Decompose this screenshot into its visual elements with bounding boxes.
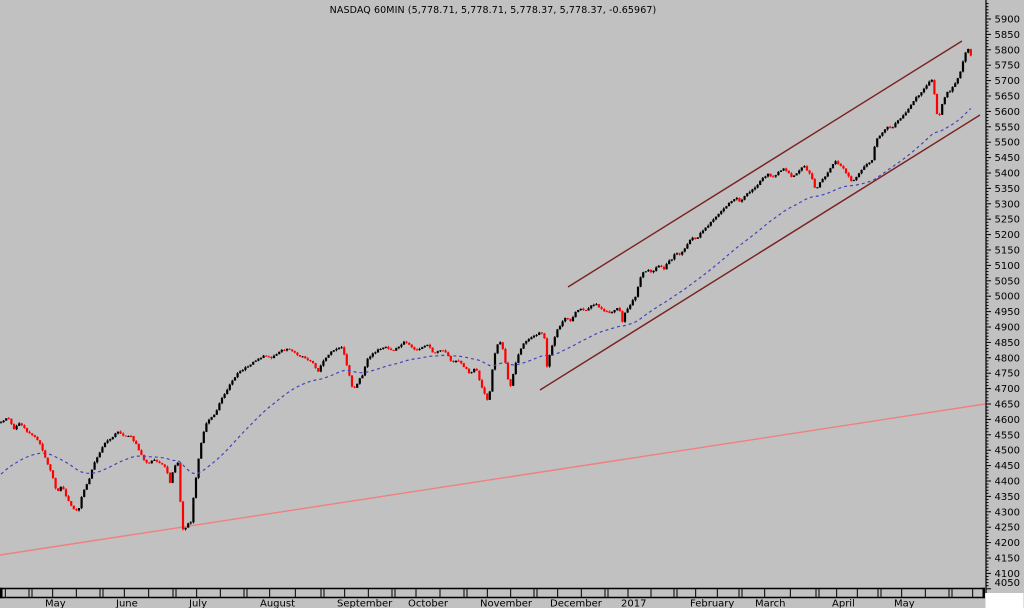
- moving-average-line: [0, 108, 972, 475]
- x-axis-month-label: July: [188, 599, 207, 608]
- y-axis-tick-label: 5900: [995, 15, 1020, 26]
- y-axis-tick-label: 5500: [995, 138, 1020, 149]
- y-axis-tick-label: 4350: [995, 492, 1020, 503]
- ruler-right-cap: [982, 587, 985, 599]
- y-axis-tick-label: 5550: [995, 122, 1020, 133]
- y-axis-tick-label: 4950: [995, 307, 1020, 318]
- y-axis-tick-label: 4900: [995, 323, 1020, 334]
- x-axis-month-label: November: [480, 599, 533, 608]
- y-axis-tick-label: 4250: [995, 523, 1020, 534]
- y-axis-tick-label: 4600: [995, 415, 1020, 426]
- y-axis-tick-label: 4200: [995, 538, 1020, 549]
- x-axis-month-label: May: [45, 599, 66, 608]
- y-axis-tick-label: 5850: [995, 30, 1020, 41]
- y-axis-tick-label: 5200: [995, 230, 1020, 241]
- y-axis-tick-label: 5100: [995, 261, 1020, 272]
- ruler-left-cap: [0, 587, 3, 599]
- x-axis-month-label: 2017: [621, 599, 646, 608]
- y-axis-tick-label: 5300: [995, 199, 1020, 210]
- x-axis: May June July August September October Novembe…: [0, 587, 985, 608]
- x-axis-month-label: February: [690, 599, 734, 608]
- y-axis-tick-label: 4100: [995, 569, 1020, 580]
- y-axis-tick-label: 5000: [995, 292, 1020, 303]
- support-trendline: [0, 403, 986, 556]
- y-axis-tick-label: 4300: [995, 507, 1020, 518]
- y-axis: 5900 5850 5800 5750 5700 5650 5600 5550 5500 5450…: [985, 0, 1024, 608]
- x-axis-month-label: October: [408, 599, 449, 608]
- y-axis-tick-label: 4400: [995, 477, 1020, 488]
- y-axis-tick-label: 5800: [995, 45, 1020, 56]
- x-axis-month-label: December: [550, 599, 603, 608]
- x-axis-month-label: April: [832, 599, 855, 608]
- channel-lower-line: [539, 114, 981, 391]
- y-axis-tick-label: 5250: [995, 215, 1020, 226]
- y-axis-tick-label: 5600: [995, 107, 1020, 118]
- y-axis-tick-label: 4700: [995, 384, 1020, 395]
- trendline-overlays: [0, 40, 986, 556]
- channel-upper-line: [567, 40, 963, 288]
- y-axis-tick-label: 4850: [995, 338, 1020, 349]
- chart-title: NASDAQ 60MIN (5,778.71, 5,778.71, 5,778.…: [330, 5, 657, 16]
- y-axis-tick-label: 4050: [995, 578, 1020, 589]
- x-axis-month-label: May: [894, 599, 915, 608]
- y-axis-tick-label: 5750: [995, 61, 1020, 72]
- x-axis-month-label: August: [260, 599, 295, 608]
- y-axis-tick-label: 5400: [995, 169, 1020, 180]
- y-axis-tick-label: 4550: [995, 430, 1020, 441]
- y-axis-tick-label: 5700: [995, 76, 1020, 87]
- y-axis-tick-label: 4500: [995, 446, 1020, 457]
- x-axis-month-label: March: [755, 599, 785, 608]
- y-axis-tick-label: 4150: [995, 554, 1020, 565]
- y-axis-tick-label: 5450: [995, 153, 1020, 164]
- candlestick-series: [0, 48, 972, 531]
- x-axis-month-label: September: [337, 599, 393, 608]
- y-axis-tick-label: 5050: [995, 276, 1020, 287]
- y-axis-tick-label: 4650: [995, 400, 1020, 411]
- y-axis-tick-label: 4450: [995, 461, 1020, 472]
- y-axis-tick-label: 4750: [995, 369, 1020, 380]
- x-axis-month-label: June: [115, 599, 138, 608]
- y-axis-tick-label: 4800: [995, 353, 1020, 364]
- axis-corner-fill: [985, 593, 1024, 608]
- y-axis-tick-label: 5650: [995, 92, 1020, 103]
- y-axis-tick-label: 5350: [995, 184, 1020, 195]
- y-axis-tick-label: 5150: [995, 246, 1020, 257]
